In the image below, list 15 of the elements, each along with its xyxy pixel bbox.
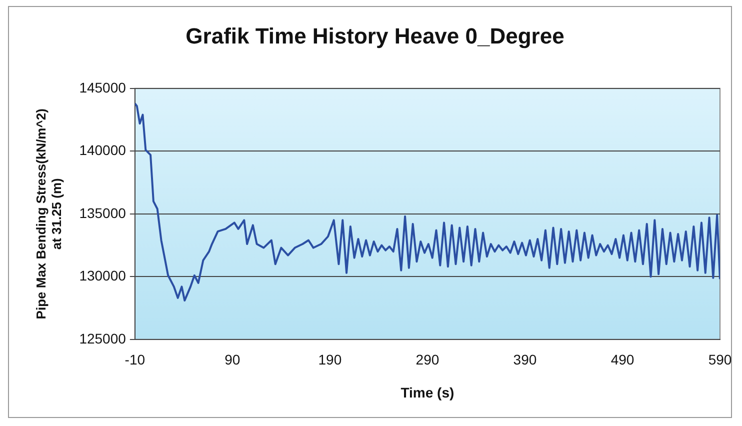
- y-tick-label: 140000: [79, 142, 126, 158]
- x-axis-title: Time (s): [400, 384, 454, 400]
- y-tick-label: 125000: [79, 330, 126, 346]
- x-tick-label: 490: [610, 352, 634, 368]
- y-axis-title: Pipe Max Bending Stress(kN/m^2) at 31.25 (m): [33, 108, 64, 320]
- x-tick-label: 90: [224, 352, 240, 368]
- y-tick-label: 145000: [79, 79, 126, 96]
- chart-title: Grafik Time History Heave 0_Degree: [186, 23, 564, 48]
- x-tick-label: 190: [318, 352, 342, 368]
- x-tick-label: 390: [513, 352, 537, 368]
- x-tick-label: 590: [708, 352, 732, 368]
- y-tick-label: 130000: [79, 268, 126, 284]
- x-tick-label: 290: [416, 352, 440, 368]
- x-tick-label: -10: [124, 352, 146, 368]
- y-tick-label: 135000: [79, 204, 126, 221]
